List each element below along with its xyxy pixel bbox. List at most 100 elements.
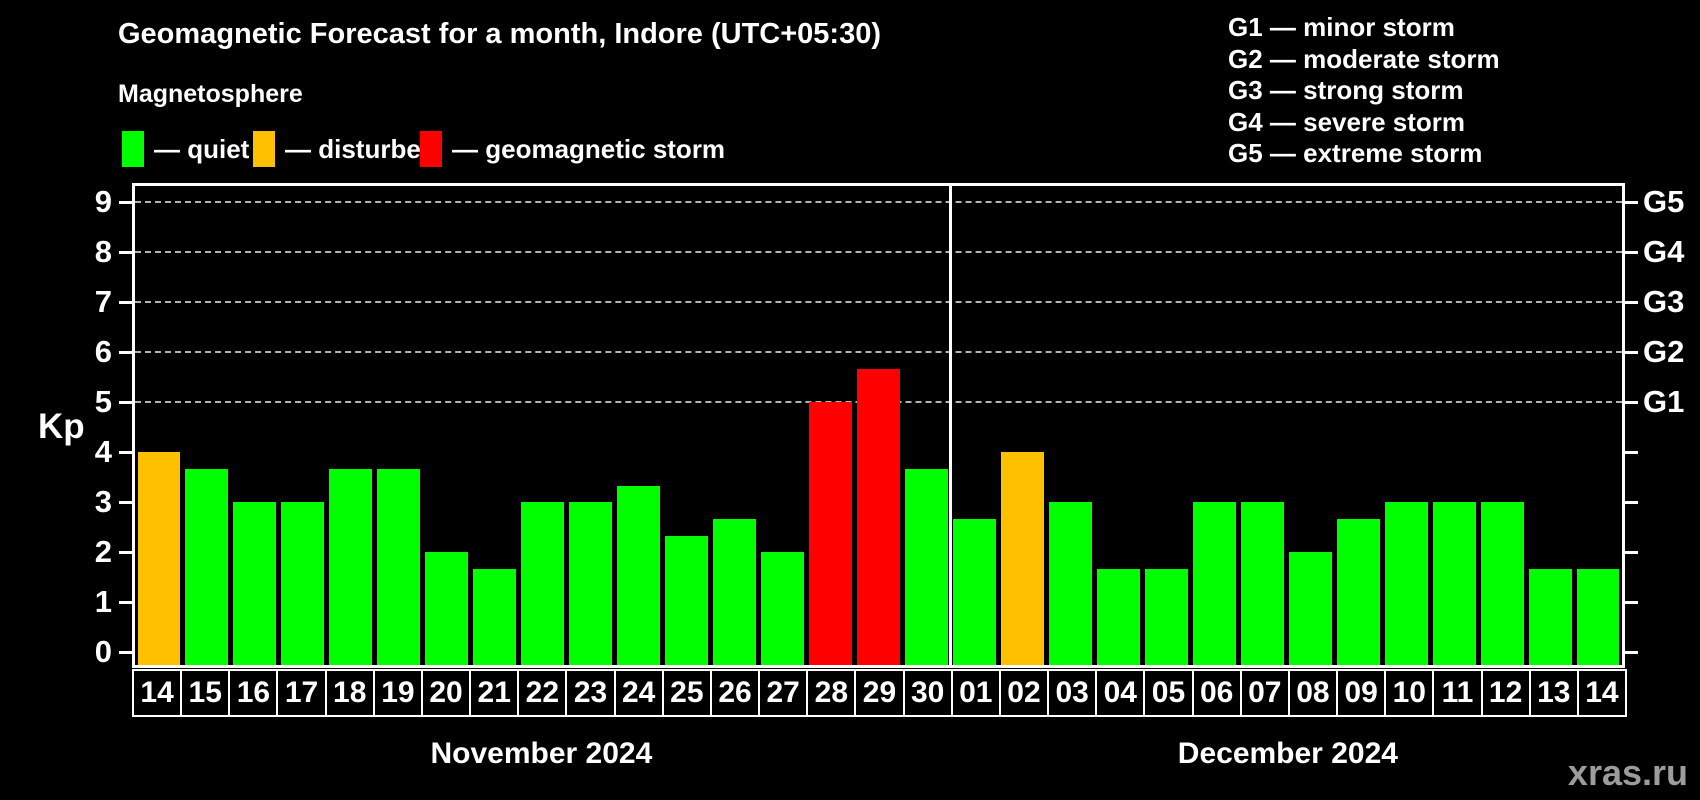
g4-legend-line: G4 — severe storm: [1228, 106, 1466, 137]
left-tick-kp4: [119, 450, 132, 454]
kp-bar-november-23: [569, 502, 613, 665]
y-tick-label-0: 0: [94, 634, 112, 669]
disturbed-color-swatch: [253, 131, 275, 167]
kp-bar-december-10: [1384, 502, 1428, 665]
right-axis-label-g2: G2: [1643, 334, 1685, 369]
left-tick-kp6: [119, 350, 132, 354]
kp-bar-november-27: [761, 552, 805, 665]
kp-bar-november-21: [473, 568, 517, 665]
kp-bar-november-18: [329, 468, 373, 665]
kp-bar-november-20: [425, 552, 469, 665]
right-axis-label-g3: G3: [1643, 284, 1685, 319]
right-axis-label-g5: G5: [1643, 184, 1685, 219]
day-label-december-04: 04: [1095, 669, 1146, 717]
y-tick-label-6: 6: [94, 334, 112, 369]
day-label-november-24: 24: [613, 669, 664, 717]
kp-bar-november-19: [377, 468, 421, 665]
kp-bar-december-07: [1240, 502, 1284, 665]
kp-bar-november-28: [809, 402, 852, 665]
g3-legend-line: G3 — strong storm: [1228, 75, 1464, 105]
g2-legend-line: G2 — moderate storm: [1228, 43, 1500, 74]
right-tick-kp2: [1625, 550, 1638, 554]
quiet-color-swatch: [122, 131, 144, 167]
kp-bar-december-04: [1096, 568, 1140, 665]
right-tick-kp4: [1625, 450, 1638, 454]
left-tick-kp3: [119, 500, 132, 504]
kp-bar-november-17: [281, 502, 325, 665]
kp-bar-december-09: [1336, 518, 1380, 665]
right-tick-kp1: [1625, 600, 1638, 604]
left-tick-kp7: [119, 300, 132, 304]
day-label-november-23: 23: [565, 669, 616, 717]
day-label-november-14: 14: [132, 669, 183, 717]
legend-label-storm: — geomagnetic storm: [452, 133, 726, 164]
plot-area: [132, 183, 1625, 668]
gridline-kp6: [135, 351, 1622, 353]
kp-bar-november-26: [713, 518, 757, 665]
kp-bar-december-14: [1576, 568, 1620, 665]
kp-bar-november-22: [521, 502, 565, 665]
day-label-december-07: 07: [1239, 669, 1290, 717]
left-tick-kp0: [119, 650, 132, 654]
day-label-november-19: 19: [372, 669, 423, 717]
page-title: Geomagnetic Forecast for a month, Indore…: [118, 18, 882, 50]
right-tick-kp7: [1625, 300, 1638, 304]
day-label-november-27: 27: [758, 669, 809, 717]
day-label-december-11: 11: [1432, 669, 1483, 717]
storm-color-swatch: [420, 131, 442, 167]
kp-bar-november-30: [904, 468, 948, 665]
y-tick-label-8: 8: [94, 234, 112, 269]
watermark: xras.ru: [1567, 752, 1688, 793]
day-label-november-17: 17: [276, 669, 327, 717]
x-axis-day-labels: 14 15 16 17 18 19 20 21 22 23 24 25 26 27 28 29 30 01 02 03…: [132, 669, 1627, 717]
left-tick-kp2: [119, 550, 132, 554]
day-label-november-21: 21: [469, 669, 520, 717]
right-tick-kp9: [1625, 200, 1638, 204]
day-label-november-22: 22: [517, 669, 568, 717]
g1-legend-line: G1 — minor storm: [1228, 12, 1455, 42]
day-label-november-18: 18: [324, 669, 375, 717]
right-axis-label-g4: G4: [1643, 234, 1685, 269]
day-label-december-06: 06: [1191, 669, 1242, 717]
kp-bar-december-05: [1144, 568, 1188, 665]
kp-bar-december-06: [1192, 502, 1236, 665]
month-label-december: December 2024: [1177, 737, 1398, 770]
kp-bar-november-29: [857, 368, 900, 665]
kp-bar-december-02: [1000, 452, 1044, 665]
day-label-december-10: 10: [1384, 669, 1435, 717]
month-label-november: November 2024: [430, 737, 653, 770]
day-label-december-02: 02: [998, 669, 1050, 717]
y-tick-label-7: 7: [94, 284, 112, 319]
kp-bar-december-01: [952, 518, 996, 665]
day-label-december-09: 09: [1336, 669, 1387, 717]
day-label-november-20: 20: [420, 669, 472, 717]
kp-bar-november-25: [665, 535, 709, 665]
right-tick-kp8: [1625, 250, 1638, 254]
kp-bar-december-13: [1528, 568, 1572, 665]
kp-bar-november-24: [617, 485, 661, 665]
day-label-november-28: 28: [806, 669, 857, 717]
y-tick-label-4: 4: [94, 434, 112, 469]
kp-bar-december-11: [1432, 502, 1476, 665]
legend-label-quiet: — quiet: [154, 133, 250, 164]
left-tick-kp8: [119, 250, 132, 254]
day-label-november-15: 15: [180, 669, 231, 717]
day-label-november-30: 30: [902, 669, 953, 717]
day-label-december-12: 12: [1480, 669, 1531, 717]
right-tick-kp5: [1625, 400, 1638, 404]
right-tick-kp0: [1625, 650, 1638, 654]
y-axis-label: Kp: [38, 407, 85, 446]
left-tick-kp5: [119, 400, 132, 404]
day-label-december-13: 13: [1528, 669, 1579, 717]
kp-bar-november-14: [137, 452, 181, 665]
kp-bar-december-08: [1288, 552, 1332, 665]
right-axis-label-g1: G1: [1643, 384, 1685, 419]
kp-bar-november-15: [185, 468, 229, 665]
legend-label-disturbed: — disturbed: [285, 133, 437, 164]
day-label-november-29: 29: [854, 669, 905, 717]
y-tick-label-5: 5: [94, 384, 112, 419]
left-tick-kp9: [119, 200, 132, 204]
y-tick-label-3: 3: [94, 484, 112, 519]
day-label-december-03: 03: [1047, 669, 1098, 717]
day-label-november-26: 26: [709, 669, 761, 717]
